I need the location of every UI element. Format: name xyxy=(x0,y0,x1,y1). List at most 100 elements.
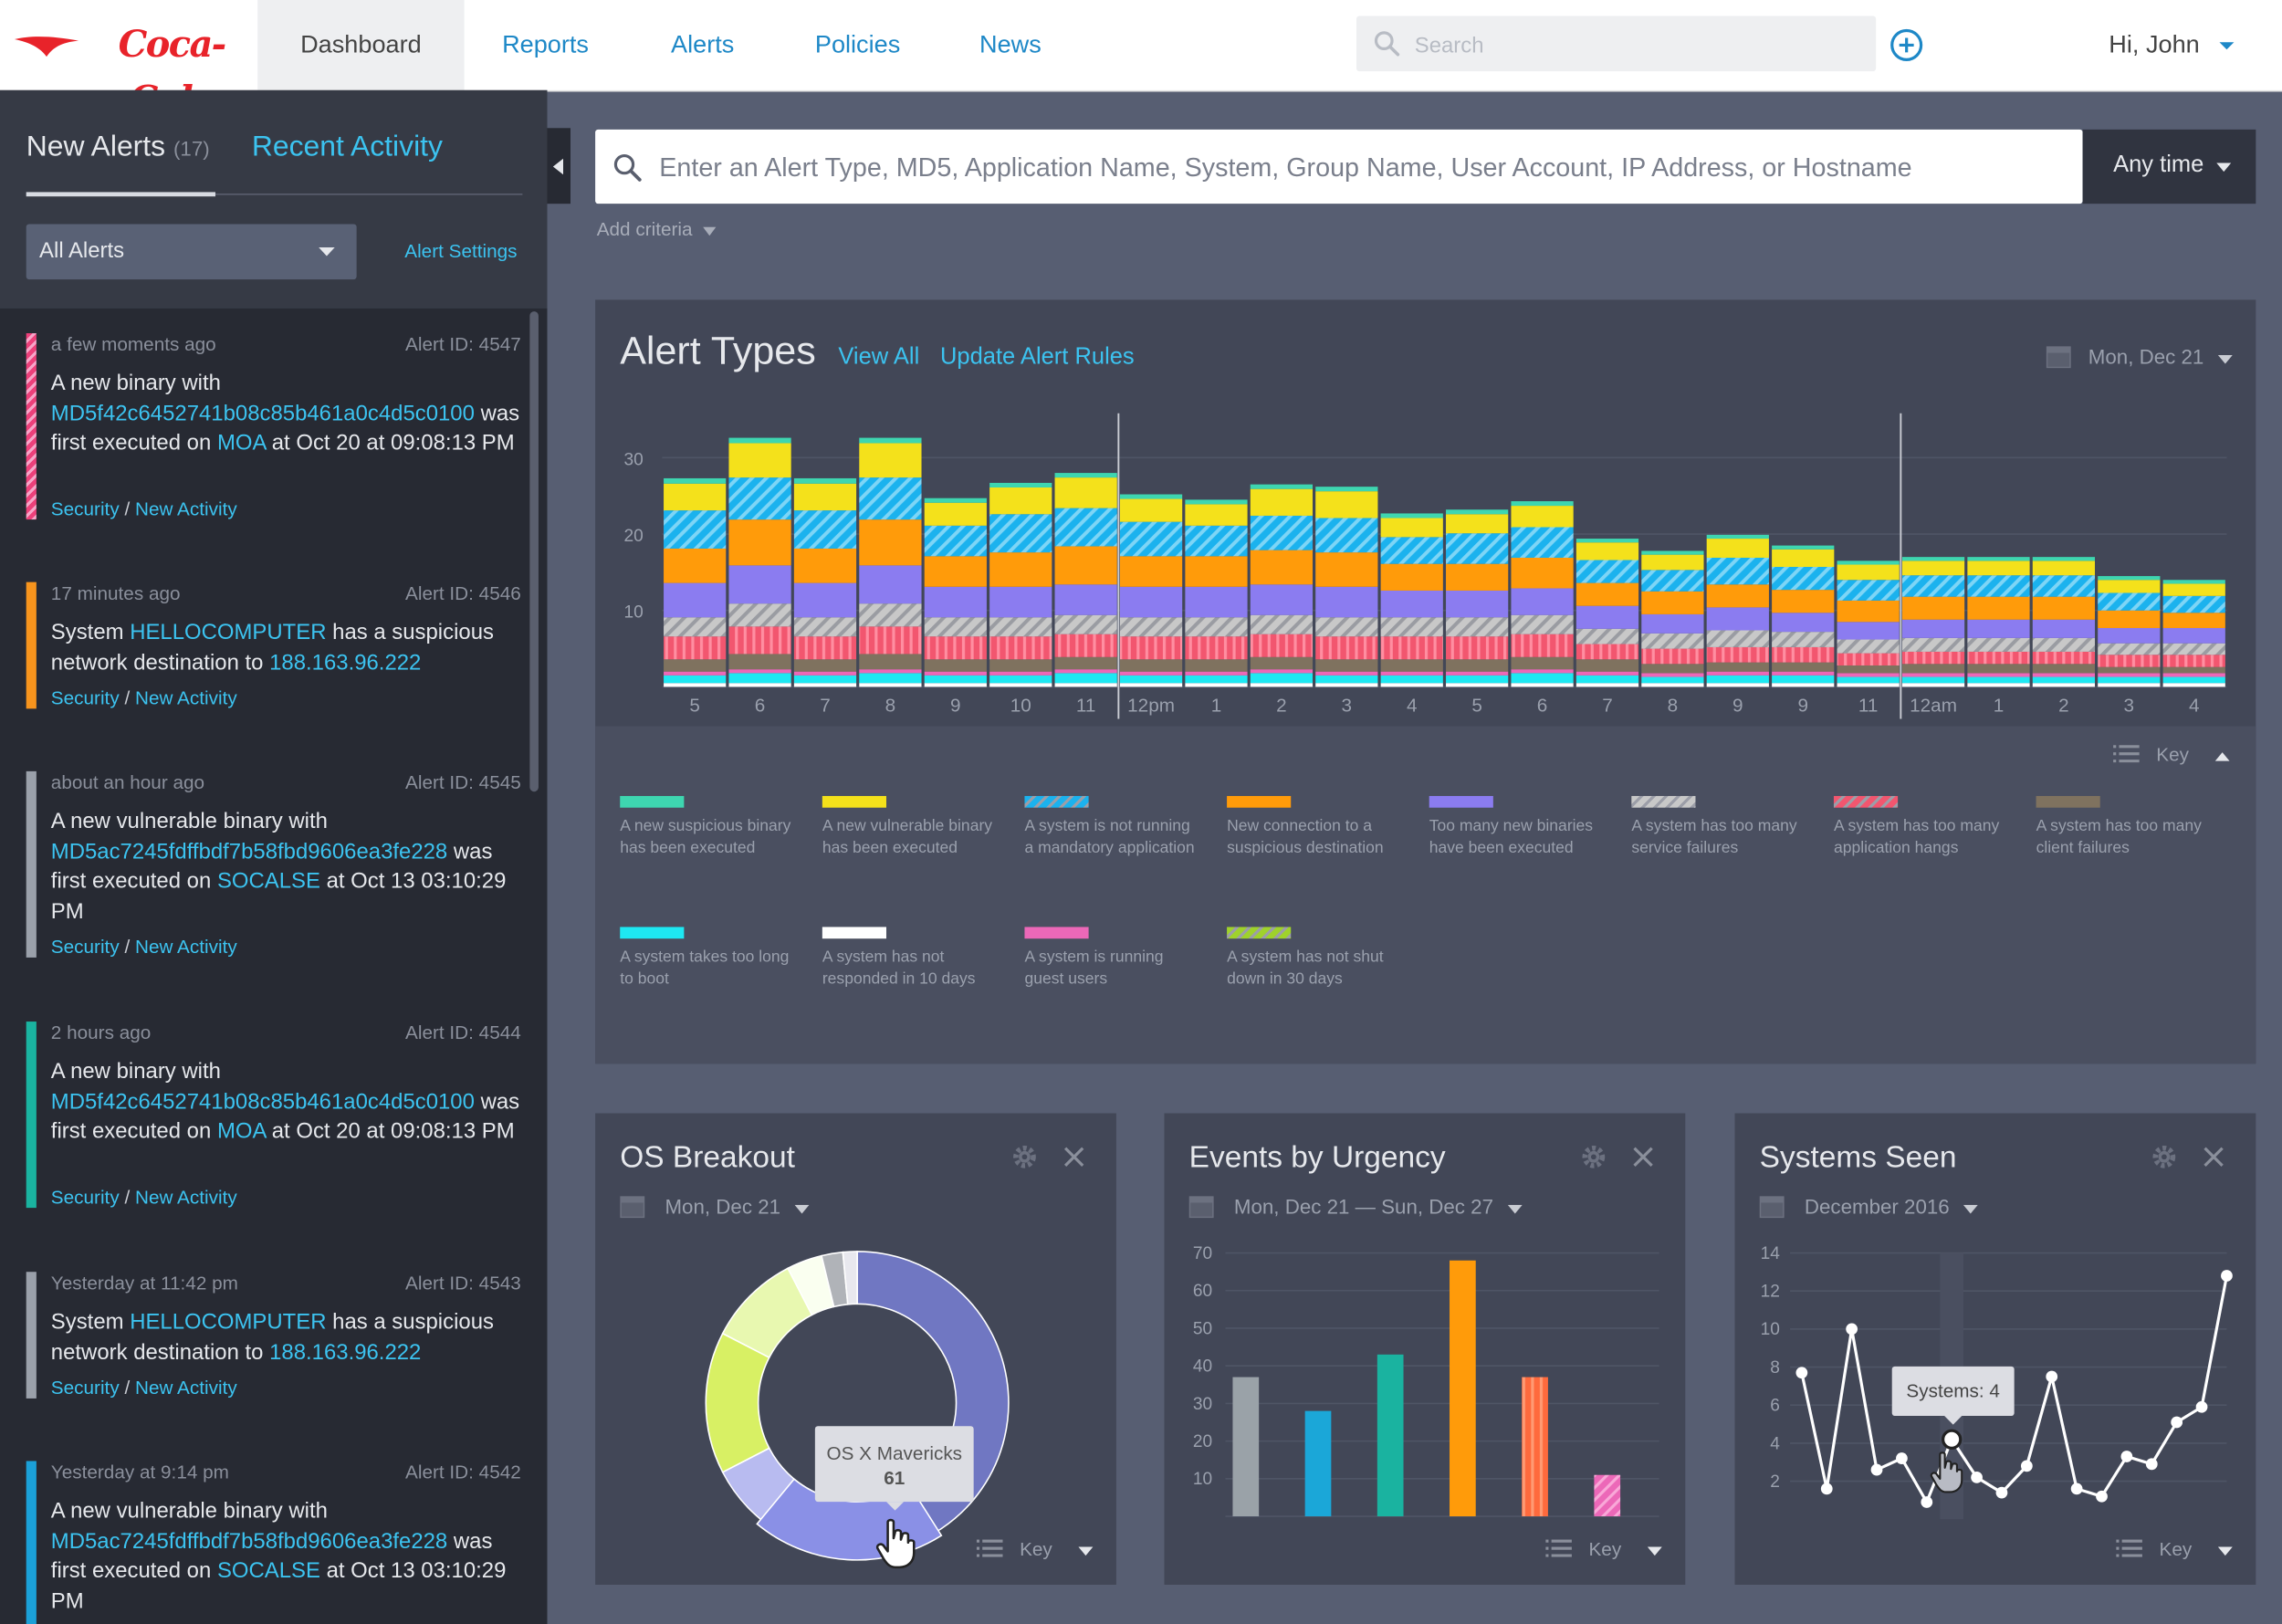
alert-entity-link[interactable]: MD5ac7245fdffbdf7b58fbd9606ea3fe228 xyxy=(50,1528,448,1554)
data-point xyxy=(1820,1483,1833,1495)
alert-entity-link[interactable]: HELLOCOMPUTER xyxy=(130,1309,327,1335)
alert-types-key-toggle[interactable]: Key xyxy=(2113,743,2230,766)
add-criteria-button[interactable]: Add criteria xyxy=(597,218,717,240)
update-alert-rules-link[interactable]: Update Alert Rules xyxy=(939,344,1135,370)
global-search[interactable] xyxy=(1356,16,1877,75)
gear-icon[interactable] xyxy=(1579,1142,1608,1171)
bar-segment xyxy=(1772,675,1835,684)
tab-active-underline xyxy=(26,192,215,197)
bar-segment xyxy=(1901,619,1965,638)
tab-recent-activity[interactable]: Recent Activity xyxy=(251,131,443,163)
systems-line-chart: 2 4 6 8 10 12 14 xyxy=(1761,1244,2233,1520)
bar-segment xyxy=(1511,506,1574,528)
alert-category-link[interactable]: Security xyxy=(50,1377,120,1399)
gear-icon[interactable] xyxy=(1010,1142,1040,1171)
bar-segment xyxy=(2098,576,2161,581)
search-input[interactable] xyxy=(1411,16,1855,75)
alert-entity-link[interactable]: MD5ac7245fdffbdf7b58fbd9606ea3fe228 xyxy=(50,838,448,864)
data-point xyxy=(1971,1472,1983,1483)
alert-subcategory-link[interactable]: New Activity xyxy=(134,1377,237,1399)
user-menu[interactable]: Hi, John xyxy=(2109,0,2235,90)
os-key-toggle[interactable]: Key xyxy=(976,1538,1093,1560)
alert-types-date-picker[interactable]: Mon, Dec 21 xyxy=(2046,345,2234,368)
bar-segment xyxy=(1185,675,1248,684)
urgency-bar xyxy=(1594,1474,1621,1517)
bar-segment xyxy=(1315,518,1378,553)
bar-segment xyxy=(1380,518,1443,538)
alert-entity-link[interactable]: MOA xyxy=(216,430,267,456)
bar-segment xyxy=(924,659,987,672)
alert-entity-link[interactable]: MD5f42c6452741b08c85b461a0c4d5c0100 xyxy=(50,1089,475,1115)
tag-separator: / xyxy=(119,498,135,520)
tab-policies[interactable]: Policies xyxy=(814,30,901,58)
hand-cursor-icon xyxy=(1930,1451,1963,1493)
chevron-down-icon xyxy=(794,1204,810,1214)
data-point xyxy=(2221,1270,2233,1282)
gear-icon[interactable] xyxy=(2150,1142,2179,1171)
tab-reports[interactable]: Reports xyxy=(502,30,589,58)
bar-segment xyxy=(924,586,987,618)
key-label: Key xyxy=(2156,743,2190,766)
bar-segment xyxy=(1250,515,1314,550)
alert-category-link[interactable]: Security xyxy=(50,1186,120,1209)
os-date-picker[interactable]: Mon, Dec 21 xyxy=(620,1195,810,1218)
x-tick-label: 3 xyxy=(2124,696,2135,717)
alert-entity-link[interactable]: SOCALSE xyxy=(216,1558,320,1584)
alert-subcategory-link[interactable]: New Activity xyxy=(134,936,237,958)
bar-segment xyxy=(2162,627,2225,644)
tab-alerts[interactable]: Alerts xyxy=(671,30,735,58)
y-tick-label: 30 xyxy=(623,450,643,469)
urgency-date: Mon, Dec 21 — Sun, Dec 27 xyxy=(1233,1194,1494,1219)
alert-entity-link[interactable]: MD5f42c6452741b08c85b461a0c4d5c0100 xyxy=(50,401,475,426)
alert-entity-link[interactable]: 188.163.96.222 xyxy=(269,649,422,675)
alert-subcategory-link[interactable]: New Activity xyxy=(134,1186,237,1209)
tab-new-alerts[interactable]: New Alerts (17) xyxy=(26,131,210,164)
alert-severity-bar xyxy=(26,581,37,709)
sidebar-scrollbar[interactable] xyxy=(529,311,539,792)
tab-news[interactable]: News xyxy=(979,30,1042,58)
view-all-link[interactable]: View All xyxy=(838,344,920,370)
bar-segment xyxy=(1772,590,1835,613)
systems-date-picker[interactable]: December 2016 xyxy=(1759,1195,1979,1218)
alert-category-link[interactable]: Security xyxy=(50,686,120,709)
bar-segment xyxy=(2032,637,2096,652)
tab-dashboard[interactable]: Dashboard xyxy=(257,0,465,90)
alert-entity-link[interactable]: SOCALSE xyxy=(216,868,320,894)
bar-segment xyxy=(2162,683,2225,687)
hand-cursor-icon xyxy=(875,1518,916,1569)
brand-logo[interactable]: Coca-Cola xyxy=(118,23,227,121)
bar-segment xyxy=(728,669,791,674)
close-icon[interactable] xyxy=(1631,1146,1655,1169)
bar-segment xyxy=(1511,588,1574,615)
urgency-key-toggle[interactable]: Key xyxy=(1545,1538,1662,1560)
bar-segment xyxy=(989,636,1052,660)
alert-subcategory-link[interactable]: New Activity xyxy=(134,686,237,709)
bar-segment xyxy=(859,654,922,670)
alert-category-link[interactable]: Security xyxy=(50,936,120,958)
bar-segment xyxy=(2098,627,2161,644)
alert-message: A new binary with MD5f42c6452741b08c85b4… xyxy=(51,1058,524,1147)
time-range-select[interactable]: Any time xyxy=(2082,129,2256,204)
alert-entity-link[interactable]: MOA xyxy=(216,1118,267,1144)
alert-query-bar[interactable]: Enter an Alert Type, MD5, Application Na… xyxy=(595,129,2083,204)
bar-segment xyxy=(1641,554,1704,571)
add-circle-icon[interactable] xyxy=(1889,27,1924,62)
close-icon[interactable] xyxy=(1062,1146,1086,1169)
alert-filter-select[interactable]: All Alerts xyxy=(26,224,357,280)
collapse-sidebar-button[interactable] xyxy=(547,128,571,204)
alert-subcategory-link[interactable]: New Activity xyxy=(134,498,237,520)
alert-settings-link[interactable]: Alert Settings xyxy=(404,240,518,262)
alert-entity-link[interactable]: HELLOCOMPUTER xyxy=(130,620,327,645)
close-icon[interactable] xyxy=(2202,1146,2225,1169)
systems-key-toggle[interactable]: Key xyxy=(2116,1538,2233,1560)
alert-entity-link[interactable]: 188.163.96.222 xyxy=(269,1339,422,1365)
tag-separator: / xyxy=(119,1186,135,1209)
bar-segment xyxy=(728,603,791,627)
y-tick-label: 14 xyxy=(1761,1244,1781,1263)
add-criteria-label: Add criteria xyxy=(596,218,693,241)
bar-segment xyxy=(2162,580,2225,584)
bar-segment xyxy=(1706,646,1769,663)
urgency-date-picker[interactable]: Mon, Dec 21 — Sun, Dec 27 xyxy=(1188,1194,1523,1219)
bar-segment xyxy=(2162,613,2225,628)
alert-category-link[interactable]: Security xyxy=(50,498,120,520)
